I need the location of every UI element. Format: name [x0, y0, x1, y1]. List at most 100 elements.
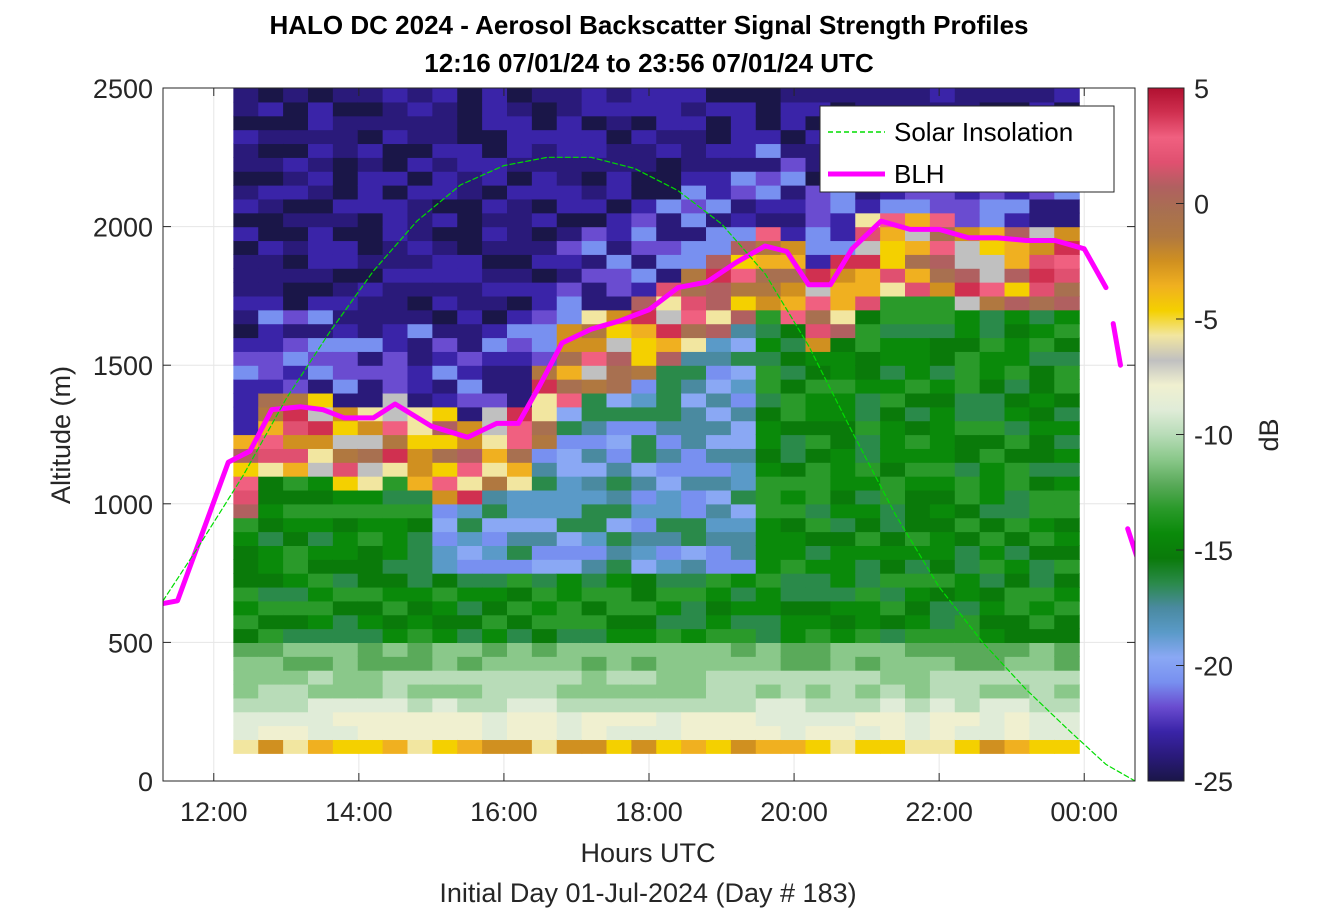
heatmap-cell: [805, 656, 831, 671]
heatmap-cell: [507, 739, 533, 754]
heatmap-cell: [905, 406, 931, 422]
heatmap-cell: [830, 739, 856, 754]
heatmap-cell: [432, 282, 458, 297]
heatmap-cell: [283, 697, 309, 713]
heatmap-cell: [258, 559, 284, 574]
heatmap-cell: [457, 489, 483, 505]
heatmap-cell: [283, 295, 309, 311]
heatmap-cell: [730, 157, 757, 172]
heatmap-cell: [755, 517, 782, 533]
heatmap-cell: [681, 573, 707, 588]
heatmap-cell: [407, 254, 433, 269]
x-axis-ticks: 12:00 14:00 16:00 18:00 20:00 22:00 00:00: [180, 88, 1118, 827]
heatmap-cell: [979, 392, 1006, 408]
heatmap-cell: [706, 323, 732, 339]
heatmap-cell: [332, 517, 359, 533]
heatmap-cell: [233, 476, 259, 491]
heatmap-cell: [631, 406, 657, 422]
heatmap-cell: [606, 143, 632, 158]
heatmap-cell: [258, 642, 284, 657]
heatmap-cell: [656, 462, 682, 477]
heatmap-cell: [1029, 573, 1055, 588]
heatmap-cell: [307, 573, 334, 588]
heatmap-cell: [606, 642, 632, 657]
heatmap-cell: [929, 351, 956, 366]
heatmap-cell: [357, 462, 384, 477]
heatmap-cell: [258, 489, 284, 505]
heatmap-cell: [258, 365, 284, 380]
x-tick-label: 22:00: [905, 797, 973, 827]
heatmap-cell: [382, 282, 409, 297]
heatmap-cell: [258, 448, 284, 463]
heatmap-cell: [855, 406, 881, 422]
heatmap-cell: [954, 254, 981, 269]
heatmap-cell: [581, 517, 608, 533]
heatmap-cell: [929, 406, 956, 422]
heatmap-cell: [457, 545, 483, 560]
heatmap-cell: [681, 711, 707, 727]
heatmap-cell: [780, 656, 807, 671]
heatmap-cell: [805, 226, 831, 242]
heatmap-cell: [979, 448, 1006, 463]
heatmap-cell: [706, 240, 732, 255]
heatmap-cell: [382, 240, 409, 255]
heatmap-cell: [482, 323, 508, 339]
heatmap-cell: [929, 697, 956, 713]
heatmap-cell: [407, 379, 433, 394]
heatmap-cell: [730, 337, 757, 352]
heatmap-cell: [681, 295, 707, 311]
heatmap-cell: [631, 462, 657, 477]
heatmap-cell: [880, 600, 906, 616]
heatmap-cell: [979, 254, 1006, 269]
heatmap-cell: [855, 683, 881, 699]
heatmap-cell: [656, 365, 682, 380]
heatmap-cell: [606, 268, 632, 283]
heatmap-cell: [979, 337, 1006, 352]
heatmap-cell: [830, 600, 856, 616]
heatmap-cell: [382, 212, 409, 228]
heatmap-cell: [258, 670, 284, 685]
heatmap-cell: [332, 642, 359, 657]
heatmap-cell: [880, 406, 906, 422]
heatmap-cell: [830, 337, 856, 352]
heatmap-cell: [307, 697, 334, 713]
heatmap-cell: [507, 559, 533, 574]
heatmap-cell: [979, 586, 1006, 602]
heatmap-cell: [979, 614, 1006, 630]
heatmap-cell: [258, 697, 284, 713]
heatmap-cell: [954, 295, 981, 311]
heatmap-cell: [1054, 282, 1080, 297]
heatmap-cell: [556, 295, 583, 311]
heatmap-cell: [357, 517, 384, 533]
heatmap-cell: [830, 628, 856, 643]
heatmap-cell: [880, 226, 906, 242]
heatmap-cell: [855, 642, 881, 657]
heatmap-cell: [332, 670, 359, 685]
heatmap-cell: [755, 628, 782, 643]
heatmap-cell: [283, 129, 309, 145]
heatmap-cell: [606, 462, 632, 477]
heatmap-cell: [631, 379, 657, 394]
heatmap-cell: [855, 392, 881, 408]
heatmap-cell: [631, 185, 657, 200]
heatmap-cell: [656, 268, 682, 283]
heatmap-cell: [631, 88, 657, 103]
heatmap-cell: [531, 392, 558, 408]
heatmap-cell: [233, 614, 259, 630]
heatmap-cell: [581, 379, 608, 394]
heatmap-cell: [929, 295, 956, 311]
legend-solar-label: Solar Insolation: [894, 117, 1073, 147]
colorbar-tick-label: -25: [1194, 767, 1233, 797]
heatmap-cell: [681, 448, 707, 463]
heatmap-cell: [706, 392, 732, 408]
heatmap-cell: [780, 295, 807, 311]
heatmap-cell: [880, 254, 906, 269]
heatmap-cell: [432, 476, 458, 491]
heatmap-cell: [357, 531, 384, 546]
heatmap-cell: [233, 517, 259, 533]
heatmap-cell: [507, 88, 533, 103]
heatmap-cell: [581, 101, 608, 117]
heatmap-cell: [805, 476, 831, 491]
heatmap-cell: [581, 268, 608, 283]
heatmap-cell: [382, 185, 409, 200]
